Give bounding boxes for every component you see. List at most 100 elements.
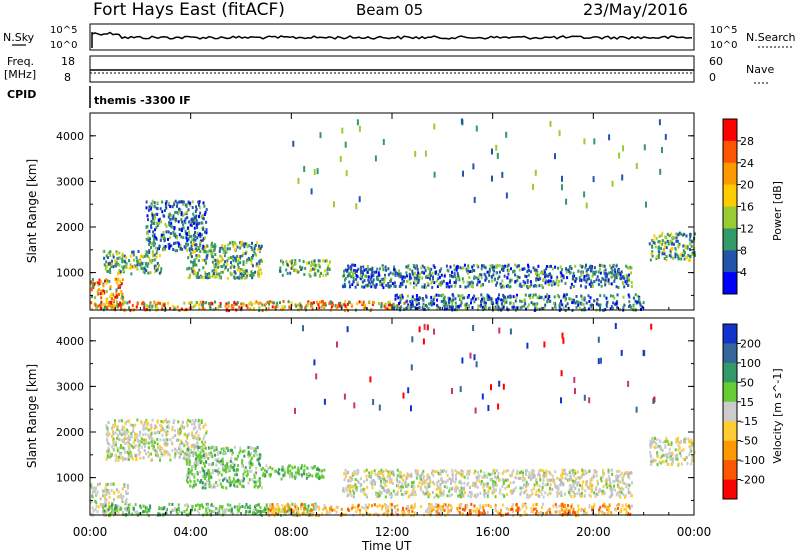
- scatter-cell: [662, 249, 665, 253]
- scatter-cell: [613, 279, 616, 283]
- scatter-cell: [238, 479, 241, 483]
- scatter-cell: [528, 294, 530, 298]
- scatter-cell: [119, 301, 122, 305]
- scatter-cell: [559, 483, 562, 487]
- scatter-cell: [189, 484, 192, 488]
- scatter-cell: [356, 275, 359, 279]
- scatter-cell: [496, 152, 499, 159]
- scatter-cell: [192, 264, 195, 268]
- scatter-cell: [246, 505, 249, 509]
- scatter-cell: [671, 236, 674, 239]
- scatter-cell: [189, 419, 192, 423]
- scatter-cell: [682, 244, 685, 248]
- scatter-cell: [309, 512, 312, 516]
- scatter-cell: [560, 271, 563, 275]
- scatter-cell: [514, 486, 517, 490]
- scatter-cell: [227, 469, 230, 473]
- scatter-cell: [203, 442, 206, 446]
- scatter-cell: [411, 300, 414, 304]
- scatter-cell: [525, 489, 528, 493]
- scatter-cell: [300, 305, 303, 309]
- scatter-cell: [335, 304, 338, 308]
- scatter-cell: [611, 493, 614, 497]
- scatter-cell: [167, 451, 170, 455]
- scatter-cell: [636, 294, 639, 298]
- scatter-cell: [300, 466, 303, 470]
- scatter-cell: [406, 509, 409, 513]
- scatter-cell: [199, 427, 202, 431]
- scatter-cell: [211, 273, 214, 276]
- scatter-cell: [477, 304, 480, 308]
- scatter-cell: [277, 468, 280, 472]
- scatter-cell: [574, 511, 577, 515]
- scatter-cell: [113, 491, 116, 495]
- scatter-cell: [525, 473, 527, 476]
- scatter-cell: [139, 430, 142, 434]
- scatter-cell: [190, 267, 193, 271]
- scatter-cell: [184, 217, 187, 221]
- scatter-cell: [584, 285, 587, 289]
- scatter-cell: [197, 200, 200, 204]
- power-scatter: [90, 118, 696, 313]
- scatter-cell: [568, 297, 571, 301]
- scatter-cell: [222, 478, 224, 482]
- scatter-cell: [248, 478, 251, 482]
- scatter-cell: [150, 246, 152, 249]
- scatter-cell: [168, 420, 171, 424]
- scatter-cell: [111, 502, 113, 506]
- scatter-cell: [507, 272, 510, 276]
- scatter-cell: [344, 277, 347, 280]
- scatter-cell: [194, 247, 197, 250]
- scatter-cell: [467, 264, 470, 268]
- scatter-cell: [160, 235, 163, 239]
- scatter-cell: [196, 226, 199, 230]
- scatter-cell: [251, 248, 254, 252]
- scatter-cell: [251, 276, 254, 280]
- scatter-cell: [597, 282, 600, 286]
- scatter-cell: [180, 218, 183, 222]
- scatter-cell: [492, 469, 495, 473]
- scatter-cell: [383, 503, 386, 506]
- scatter-cell: [106, 426, 109, 430]
- scatter-cell: [481, 305, 484, 309]
- scatter-cell: [462, 280, 465, 284]
- scatter-cell: [161, 433, 164, 437]
- scatter-cell: [304, 266, 307, 270]
- scatter-cell: [111, 262, 113, 266]
- scatter-cell: [465, 303, 468, 307]
- scatter-cell: [428, 484, 431, 488]
- scatter-cell: [176, 236, 179, 240]
- scatter-cell: [254, 512, 257, 516]
- scatter-cell: [348, 280, 351, 284]
- scatter-cell: [208, 476, 211, 480]
- scatter-cell: [204, 486, 207, 490]
- scatter-cell: [149, 302, 152, 306]
- scatter-cell: [214, 253, 217, 257]
- nsky-panel: N.Sky 10^5 10^0 10^5 10^0 N.Search: [3, 23, 796, 51]
- scatter-cell: [281, 261, 284, 264]
- scatter-cell: [575, 277, 578, 281]
- scatter-cell: [261, 486, 263, 490]
- scatter-cell: [539, 277, 542, 281]
- scatter-cell: [237, 509, 240, 513]
- scatter-cell: [108, 300, 111, 304]
- scatter-cell: [303, 273, 306, 276]
- scatter-cell: [593, 138, 596, 145]
- scatter-cell: [118, 429, 121, 433]
- scatter-cell: [159, 301, 162, 305]
- scatter-cell: [159, 423, 162, 427]
- scatter-cell: [185, 508, 188, 512]
- scatter-cell: [194, 238, 197, 242]
- scatter-cell: [490, 279, 493, 283]
- scatter-cell: [158, 264, 160, 268]
- scatter-cell: [255, 253, 258, 257]
- scatter-cell: [240, 306, 243, 310]
- scatter-cell: [198, 504, 201, 508]
- colorbar-swatch: [723, 162, 737, 186]
- scatter-cell: [356, 281, 359, 285]
- scatter-cell: [480, 276, 483, 280]
- scatter-cell: [211, 462, 214, 466]
- scatter-cell: [397, 273, 400, 277]
- scatter-cell: [239, 482, 242, 486]
- scatter-cell: [661, 242, 664, 246]
